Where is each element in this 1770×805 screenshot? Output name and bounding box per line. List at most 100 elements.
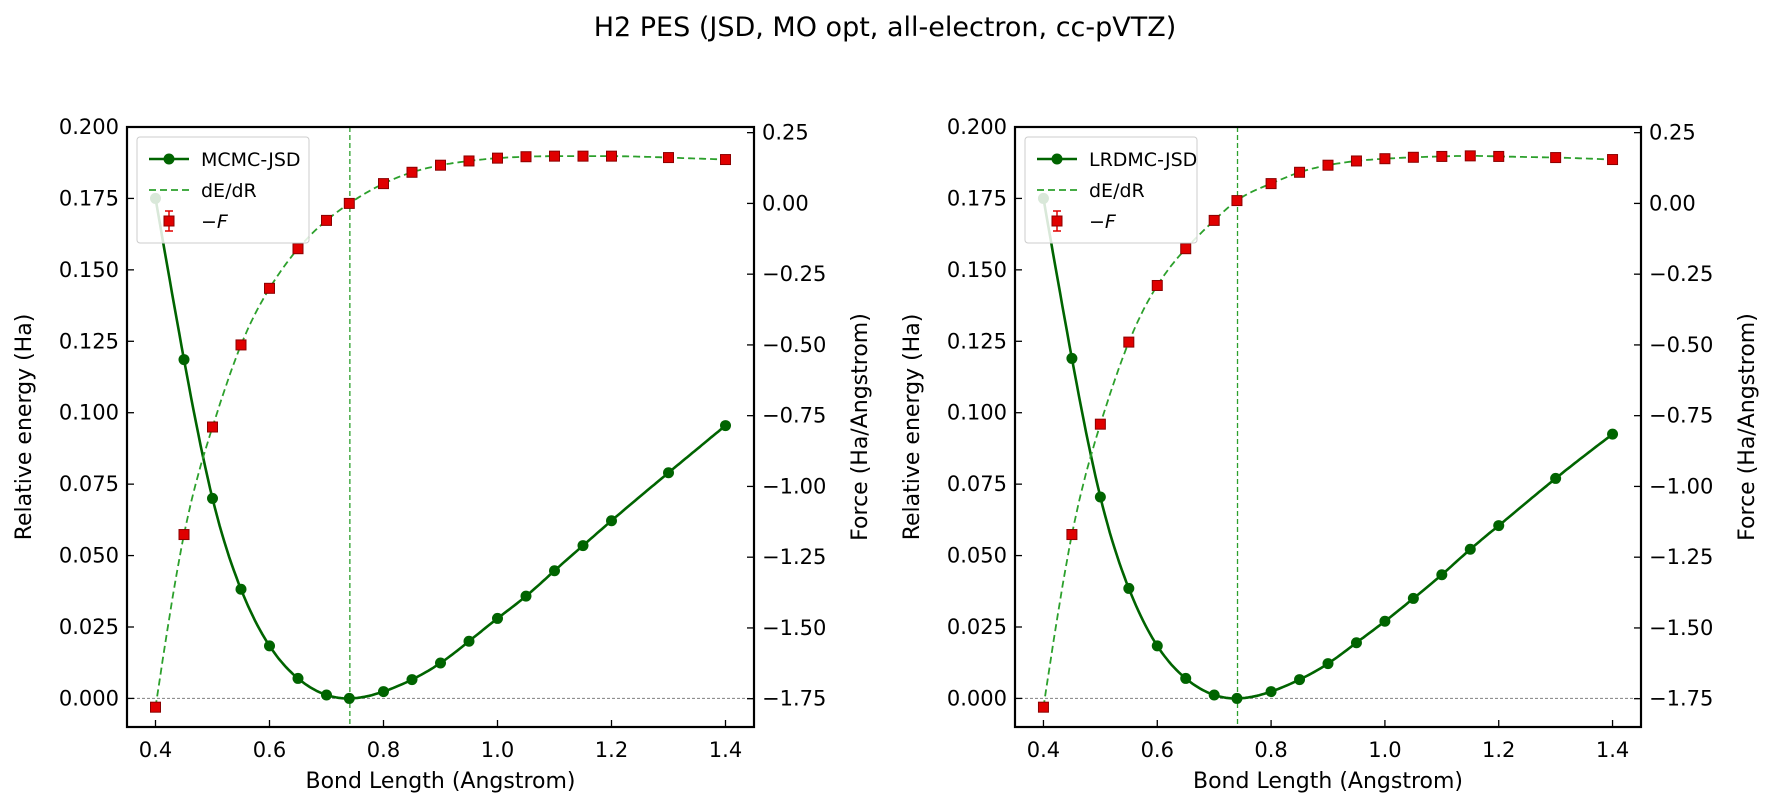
force-point: [378, 178, 389, 190]
x-tick-label: 1.4: [1596, 738, 1629, 762]
force-point: [435, 159, 446, 171]
force-point: [1123, 336, 1135, 348]
energy-point: [1180, 672, 1192, 684]
y-tick-label: 0.150: [59, 258, 119, 282]
legend-label: −F: [201, 211, 229, 233]
force-point: [1322, 159, 1334, 171]
y-tick-label: 0.050: [947, 544, 1007, 568]
y2-tick-label: −0.50: [1649, 333, 1713, 357]
force-point: [492, 152, 503, 164]
y-tick-label: 0.125: [59, 329, 119, 353]
legend-box: [1024, 136, 1198, 244]
energy-point: [549, 565, 560, 577]
energy-point: [1094, 491, 1106, 503]
energy-point: [435, 657, 446, 669]
legend-label: LRDMC-JSD: [1089, 149, 1197, 171]
energy-point: [1607, 428, 1619, 440]
force-point: [549, 150, 560, 162]
energy-point: [343, 692, 355, 704]
x-axis-label: Bond Length (Angstrom): [306, 769, 576, 794]
legend-energy-marker: [163, 153, 175, 165]
y2-tick-label: −1.25: [762, 545, 826, 569]
energy-point: [1379, 615, 1391, 627]
y2-tick-label: −0.25: [1649, 262, 1713, 286]
x-tick-label: 0.8: [367, 738, 400, 762]
y-tick-label: 0.025: [947, 615, 1007, 639]
force-point: [292, 243, 304, 255]
plot-frame: [125, 125, 756, 729]
panel-left: 0.4 0.6 0.8 1.0 1.2 1.4 0.000 0.025 0.050 0.075 0.…: [12, 115, 873, 794]
y-tick-label: 0.175: [947, 186, 1007, 210]
force-point: [1208, 214, 1220, 226]
x-tick-label: 1.0: [1368, 738, 1401, 762]
force-point: [150, 701, 161, 713]
x-axis-label: Bond Length (Angstrom): [1193, 769, 1463, 794]
energy-point: [1493, 520, 1505, 532]
y2-tick-label: 0.25: [762, 121, 809, 145]
y2-tick-label: −0.75: [762, 404, 826, 428]
y2-tick-label: 0.25: [1649, 121, 1696, 145]
y-tick-label: 0.200: [59, 115, 119, 139]
x-tick-label: 0.6: [1141, 738, 1174, 762]
y2-tick-label: −1.50: [762, 616, 826, 640]
legend-label: −F: [1089, 211, 1117, 233]
force-point: [1231, 195, 1243, 207]
y2-tick-label: −1.00: [1649, 474, 1713, 498]
x-tick-label: 0.8: [1254, 738, 1287, 762]
energy-point: [406, 674, 418, 686]
y2-axis-label: Force (Ha/Angstrom): [848, 313, 873, 541]
energy-point: [492, 612, 503, 624]
force-point: [1379, 153, 1391, 165]
energy-point: [1231, 692, 1243, 704]
force-point: [606, 150, 617, 162]
y2-tick-label: −1.00: [762, 474, 826, 498]
energy-point: [292, 672, 304, 684]
x-tick-label: 0.4: [1027, 738, 1060, 762]
energy-point: [663, 467, 674, 479]
y-tick-label: 0.100: [59, 401, 119, 425]
energy-point: [720, 420, 731, 432]
force-point: [1550, 152, 1562, 164]
energy-point: [606, 515, 617, 527]
energy-point: [235, 583, 247, 595]
y-tick-label: 0.125: [947, 329, 1007, 353]
legend: LRDMC-JSD dE/dR −F: [1024, 136, 1198, 244]
legend-energy-marker: [1051, 153, 1063, 165]
figure-title: H2 PES (JSD, MO opt, all-electron, cc-pV…: [594, 12, 1177, 43]
y2-tick-label: −1.25: [1649, 545, 1713, 569]
energy-point: [1123, 582, 1135, 594]
legend: MCMC-JSD dE/dR −F: [136, 136, 310, 244]
force-point: [1350, 155, 1362, 167]
energy-point: [520, 590, 532, 602]
force-point: [1464, 150, 1476, 162]
x-tick-label: 0.6: [253, 738, 286, 762]
energy-fit-curve: [154, 198, 727, 700]
force-point: [406, 166, 418, 178]
energy-point: [1066, 352, 1078, 364]
energy-point: [1322, 658, 1334, 670]
energy-point: [1464, 543, 1476, 555]
x-tick-label: 1.4: [709, 738, 742, 762]
y-tick-label: 0.150: [947, 258, 1007, 282]
y2-tick-label: −0.75: [1649, 404, 1713, 428]
force-point: [235, 339, 247, 351]
y-tick-label: 0.075: [947, 472, 1007, 496]
y-axis-label: Relative energy (Ha): [12, 314, 37, 541]
y-axis-label: Relative energy (Ha): [900, 314, 925, 541]
energy-point: [1151, 640, 1163, 652]
force-point: [343, 197, 355, 209]
x-tick-label: 0.4: [139, 738, 172, 762]
x-tick-label: 1.2: [1482, 738, 1515, 762]
force-point: [1066, 529, 1078, 541]
y-tick-label: 0.000: [59, 686, 119, 710]
legend-label: MCMC-JSD: [201, 149, 301, 171]
force-point: [1436, 150, 1448, 162]
y-tick-label: 0.050: [59, 544, 119, 568]
force-point: [663, 152, 674, 164]
energy-point: [1436, 569, 1448, 581]
legend-force-marker: [163, 215, 175, 227]
energy-point: [1550, 472, 1562, 484]
energy-point: [1208, 689, 1220, 701]
force-point: [207, 421, 218, 433]
